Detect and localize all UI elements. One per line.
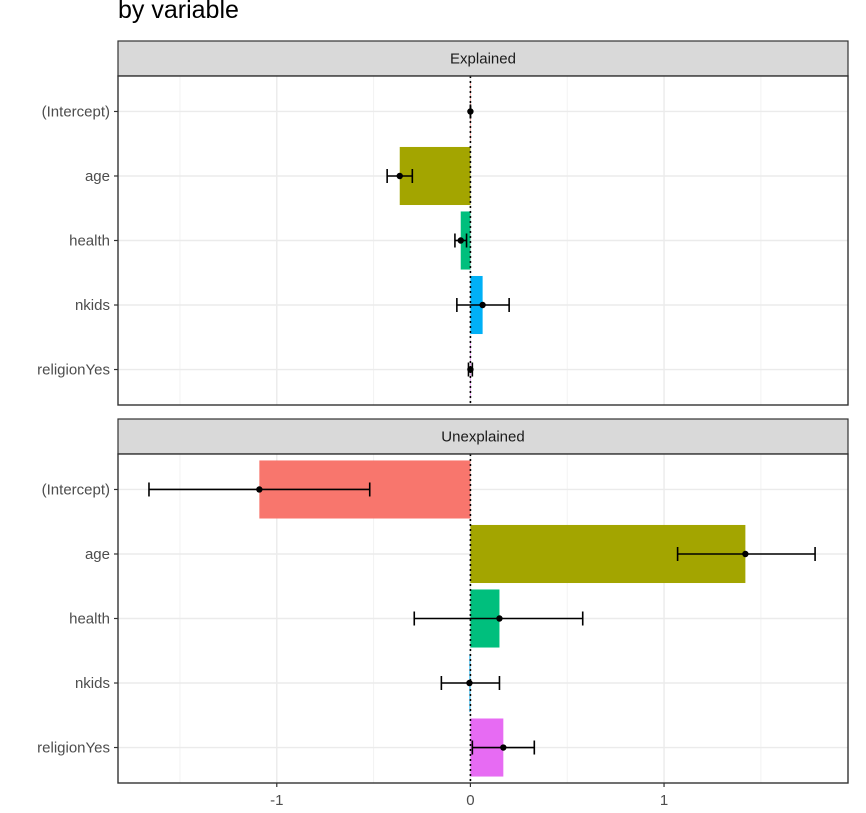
point-estimate xyxy=(500,744,507,751)
y-tick-label: religionYes xyxy=(37,740,110,757)
point-estimate xyxy=(496,615,503,622)
y-tick-label: age xyxy=(85,168,110,185)
y-tick-label: health xyxy=(69,233,110,250)
x-tick-label: 1 xyxy=(660,792,668,809)
point-estimate xyxy=(457,237,464,244)
y-tick-label: nkids xyxy=(75,297,110,314)
y-tick-label: age xyxy=(85,546,110,563)
point-estimate xyxy=(466,679,473,687)
y-tick-label: nkids xyxy=(75,675,110,692)
facet-strip xyxy=(117,418,849,455)
facet-strip-label: Unexplained xyxy=(441,429,524,446)
panel-explained: Explained (Intercept) age health nkids religi… xyxy=(37,40,849,406)
x-tick-label: -1 xyxy=(270,792,283,809)
point-estimate xyxy=(479,301,486,309)
point-estimate xyxy=(742,550,749,558)
y-tick-label: health xyxy=(69,611,110,628)
x-tick-label: 0 xyxy=(466,792,474,809)
point-estimate xyxy=(467,108,474,115)
panel-unexplained: Unexplained (Intercept) age health nkids reli… xyxy=(37,418,849,784)
y-tick-label: (Intercept) xyxy=(42,103,110,120)
point-estimate xyxy=(396,172,403,180)
point-estimate xyxy=(256,486,263,493)
point-estimate xyxy=(467,366,474,373)
y-tick-label: religionYes xyxy=(37,362,110,379)
y-tick-label: (Intercept) xyxy=(42,481,110,498)
facet-strip-label: Explained xyxy=(450,51,516,68)
facet-strip xyxy=(117,40,849,77)
chart-title: by variable xyxy=(118,0,239,24)
